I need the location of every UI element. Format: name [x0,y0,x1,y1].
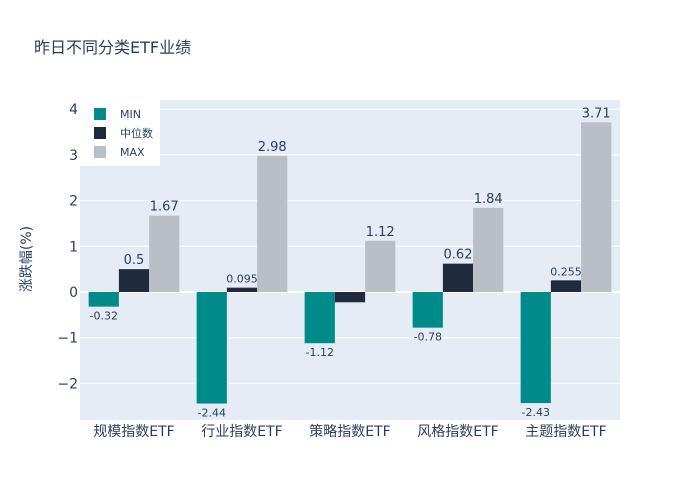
bar-MIN-规模指数ETF [88,292,119,307]
x-tick-label: 主题指数ETF [525,424,606,440]
bar-MAX-行业指数ETF [257,155,288,292]
y-tick-label: 4 [69,102,78,118]
data-label: -2.44 [198,407,226,420]
chart-title: 昨日不同分类ETF业绩 [34,38,192,57]
bar-MAX-风格指数ETF [473,207,504,292]
data-label: 1.84 [474,192,503,207]
bar-中位数-策略指数ETF [334,292,366,303]
bar-MAX-规模指数ETF [149,215,180,292]
y-axis-title: 涨跌幅(%) [19,225,35,293]
y-tick-label: 2 [69,194,78,210]
data-label: 0.5 [124,253,145,268]
data-label: -1.12 [306,346,334,359]
bar-MIN-风格指数ETF [412,292,443,328]
legend-swatch [94,108,106,120]
y-tick-label: 1 [69,239,78,255]
x-tick-label: 行业指数ETF [201,424,282,440]
data-label: -2.43 [522,406,550,419]
bar-MIN-主题指数ETF [520,292,551,404]
data-label: 2.98 [258,140,287,155]
bar-MIN-行业指数ETF [196,292,227,404]
data-label: 1.67 [150,200,179,215]
data-label: 0.095 [226,273,258,286]
bar-MAX-策略指数ETF [365,240,396,292]
data-label: 1.12 [366,225,395,240]
y-tick-label: −1 [57,331,78,347]
legend-swatch [94,146,106,158]
data-label: 0.255 [550,265,582,278]
data-label: -0.78 [414,331,442,344]
legend-swatch [94,127,106,139]
x-tick-label: 规模指数ETF [93,424,174,440]
legend-label: 中位数 [120,126,153,140]
bar-MAX-主题指数ETF [581,122,612,293]
bar-中位数-风格指数ETF [442,263,474,292]
bar-中位数-行业指数ETF [226,287,258,292]
bar-中位数-主题指数ETF [550,280,582,292]
data-label: 0.62 [444,248,473,263]
y-tick-label: −2 [57,376,78,392]
data-label: -0.32 [90,310,118,323]
legend-box [80,100,160,166]
legend-label: MIN [120,108,141,121]
x-tick-label: 策略指数ETF [309,423,390,440]
y-tick-label: 3 [69,148,78,164]
bar-中位数-规模指数ETF [118,269,150,292]
legend-label: MAX [120,146,145,159]
x-tick-label: 风格指数ETF [417,424,498,440]
y-tick-label: 0 [69,285,78,301]
bar-MIN-策略指数ETF [304,292,335,344]
data-label: 3.71 [582,106,611,121]
